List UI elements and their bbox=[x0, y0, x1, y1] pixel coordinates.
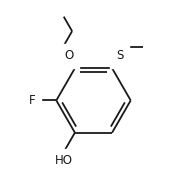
Text: HO: HO bbox=[55, 154, 73, 167]
Text: O: O bbox=[65, 49, 74, 62]
Text: F: F bbox=[29, 94, 36, 107]
Text: S: S bbox=[116, 49, 123, 62]
